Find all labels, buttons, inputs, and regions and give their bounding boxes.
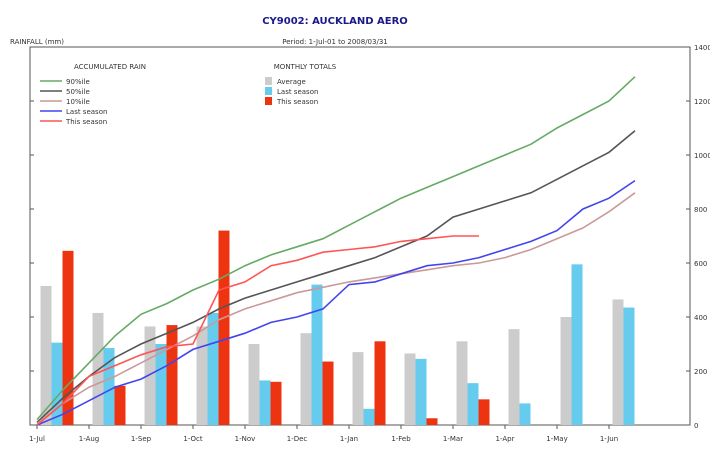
legend-monthly-label: This season <box>276 98 318 106</box>
bar-last-season <box>467 383 479 425</box>
bar-last-season <box>519 403 531 425</box>
bar-average <box>404 353 416 425</box>
bar-average <box>612 299 624 425</box>
bar-last-season <box>259 380 271 425</box>
bar-last-season <box>311 284 323 425</box>
bar-this-season <box>114 385 126 425</box>
y-axis: 0 200 400 600 800 1000 1200 1400 <box>30 44 710 430</box>
x-axis: 1-Jul 1-Aug 1-Sep 1-Oct 1-Nov 1-Dec 1-Jan 1-Feb… <box>29 425 618 443</box>
bar-last-season <box>571 264 583 425</box>
bar-last-season <box>363 408 375 425</box>
legend-monthly-label: Last season <box>277 88 318 96</box>
line-90-ile <box>36 76 636 421</box>
x-tick-label: 1-Nov <box>235 435 256 443</box>
bar-this-season <box>270 381 282 425</box>
y-tick-label: 400 <box>694 314 707 322</box>
accumulated-lines <box>36 76 636 426</box>
bar-this-season <box>166 325 178 425</box>
x-tick-label: 1-Apr <box>496 435 515 443</box>
legend-swatch-box <box>265 97 272 105</box>
legend-accum-heading: ACCUMULATED RAIN <box>74 63 146 71</box>
y-tick-label: 1200 <box>694 98 710 106</box>
bar-average <box>40 285 52 425</box>
legend-accum-label: 50%ile <box>66 88 90 96</box>
y-tick-label: 0 <box>694 422 698 430</box>
legend-accumulated: ACCUMULATED RAIN 90%ile 50%ile 10%ile Last … <box>40 63 146 126</box>
legend-accum-label: 90%ile <box>66 78 90 86</box>
x-tick-label: 1-Oct <box>183 435 203 443</box>
bar-average <box>456 341 468 425</box>
x-tick-label: 1-Sep <box>131 435 152 443</box>
bar-last-season <box>103 348 115 425</box>
x-tick-label: 1-Dec <box>287 435 308 443</box>
bar-this-season <box>478 399 490 425</box>
y-tick-label: 1000 <box>694 152 710 160</box>
legend-swatch-box <box>265 77 272 85</box>
bar-this-season <box>322 361 334 425</box>
x-tick-label: 1-Jul <box>29 435 45 443</box>
bar-last-season <box>415 358 427 425</box>
bar-this-season <box>374 341 386 425</box>
bar-average <box>196 326 208 425</box>
y-tick-label: 600 <box>694 260 707 268</box>
bar-average <box>300 333 312 425</box>
line-this-season <box>36 235 479 426</box>
bar-average <box>560 317 572 425</box>
legend-accum-label: 10%ile <box>66 98 90 106</box>
x-tick-label: 1-Jun <box>600 435 618 443</box>
bar-average <box>144 326 156 425</box>
legend-monthly-label: Average <box>277 78 306 86</box>
bar-this-season <box>218 230 230 425</box>
legend-accum-label: This season <box>65 118 107 126</box>
x-tick-label: 1-Mar <box>443 435 463 443</box>
bar-this-season <box>62 250 74 425</box>
bar-last-season <box>207 312 219 425</box>
period-label: Period: 1-Jul-01 to 2008/03/31 <box>282 38 387 46</box>
line-10-ile <box>36 192 636 425</box>
bar-last-season <box>623 307 635 425</box>
legend-monthly: MONTHLY TOTALS Average Last season This se… <box>265 63 337 106</box>
y-tick-label: 800 <box>694 206 707 214</box>
bar-this-season <box>426 418 438 425</box>
x-tick-label: 1-Aug <box>79 435 100 443</box>
bar-average <box>248 344 260 425</box>
bar-last-season <box>51 342 63 425</box>
x-tick-label: 1-Jan <box>340 435 358 443</box>
legend-swatch-box <box>265 87 272 95</box>
bar-average <box>352 352 364 425</box>
bar-last-season <box>155 344 167 425</box>
x-tick-label: 1-Feb <box>391 435 411 443</box>
chart-title: CY9002: AUCKLAND AERO <box>262 16 408 27</box>
y-axis-label: RAINFALL (mm) <box>10 38 64 46</box>
monthly-bars <box>40 230 635 425</box>
bar-average <box>508 329 520 425</box>
legend-accum-label: Last season <box>66 108 107 116</box>
x-tick-label: 1-May <box>546 435 567 443</box>
y-tick-label: 1400 <box>694 44 710 52</box>
line-50-ile <box>36 130 636 423</box>
line-last-season <box>36 179 636 426</box>
y-tick-label: 200 <box>694 368 707 376</box>
legend-monthly-heading: MONTHLY TOTALS <box>274 63 337 71</box>
